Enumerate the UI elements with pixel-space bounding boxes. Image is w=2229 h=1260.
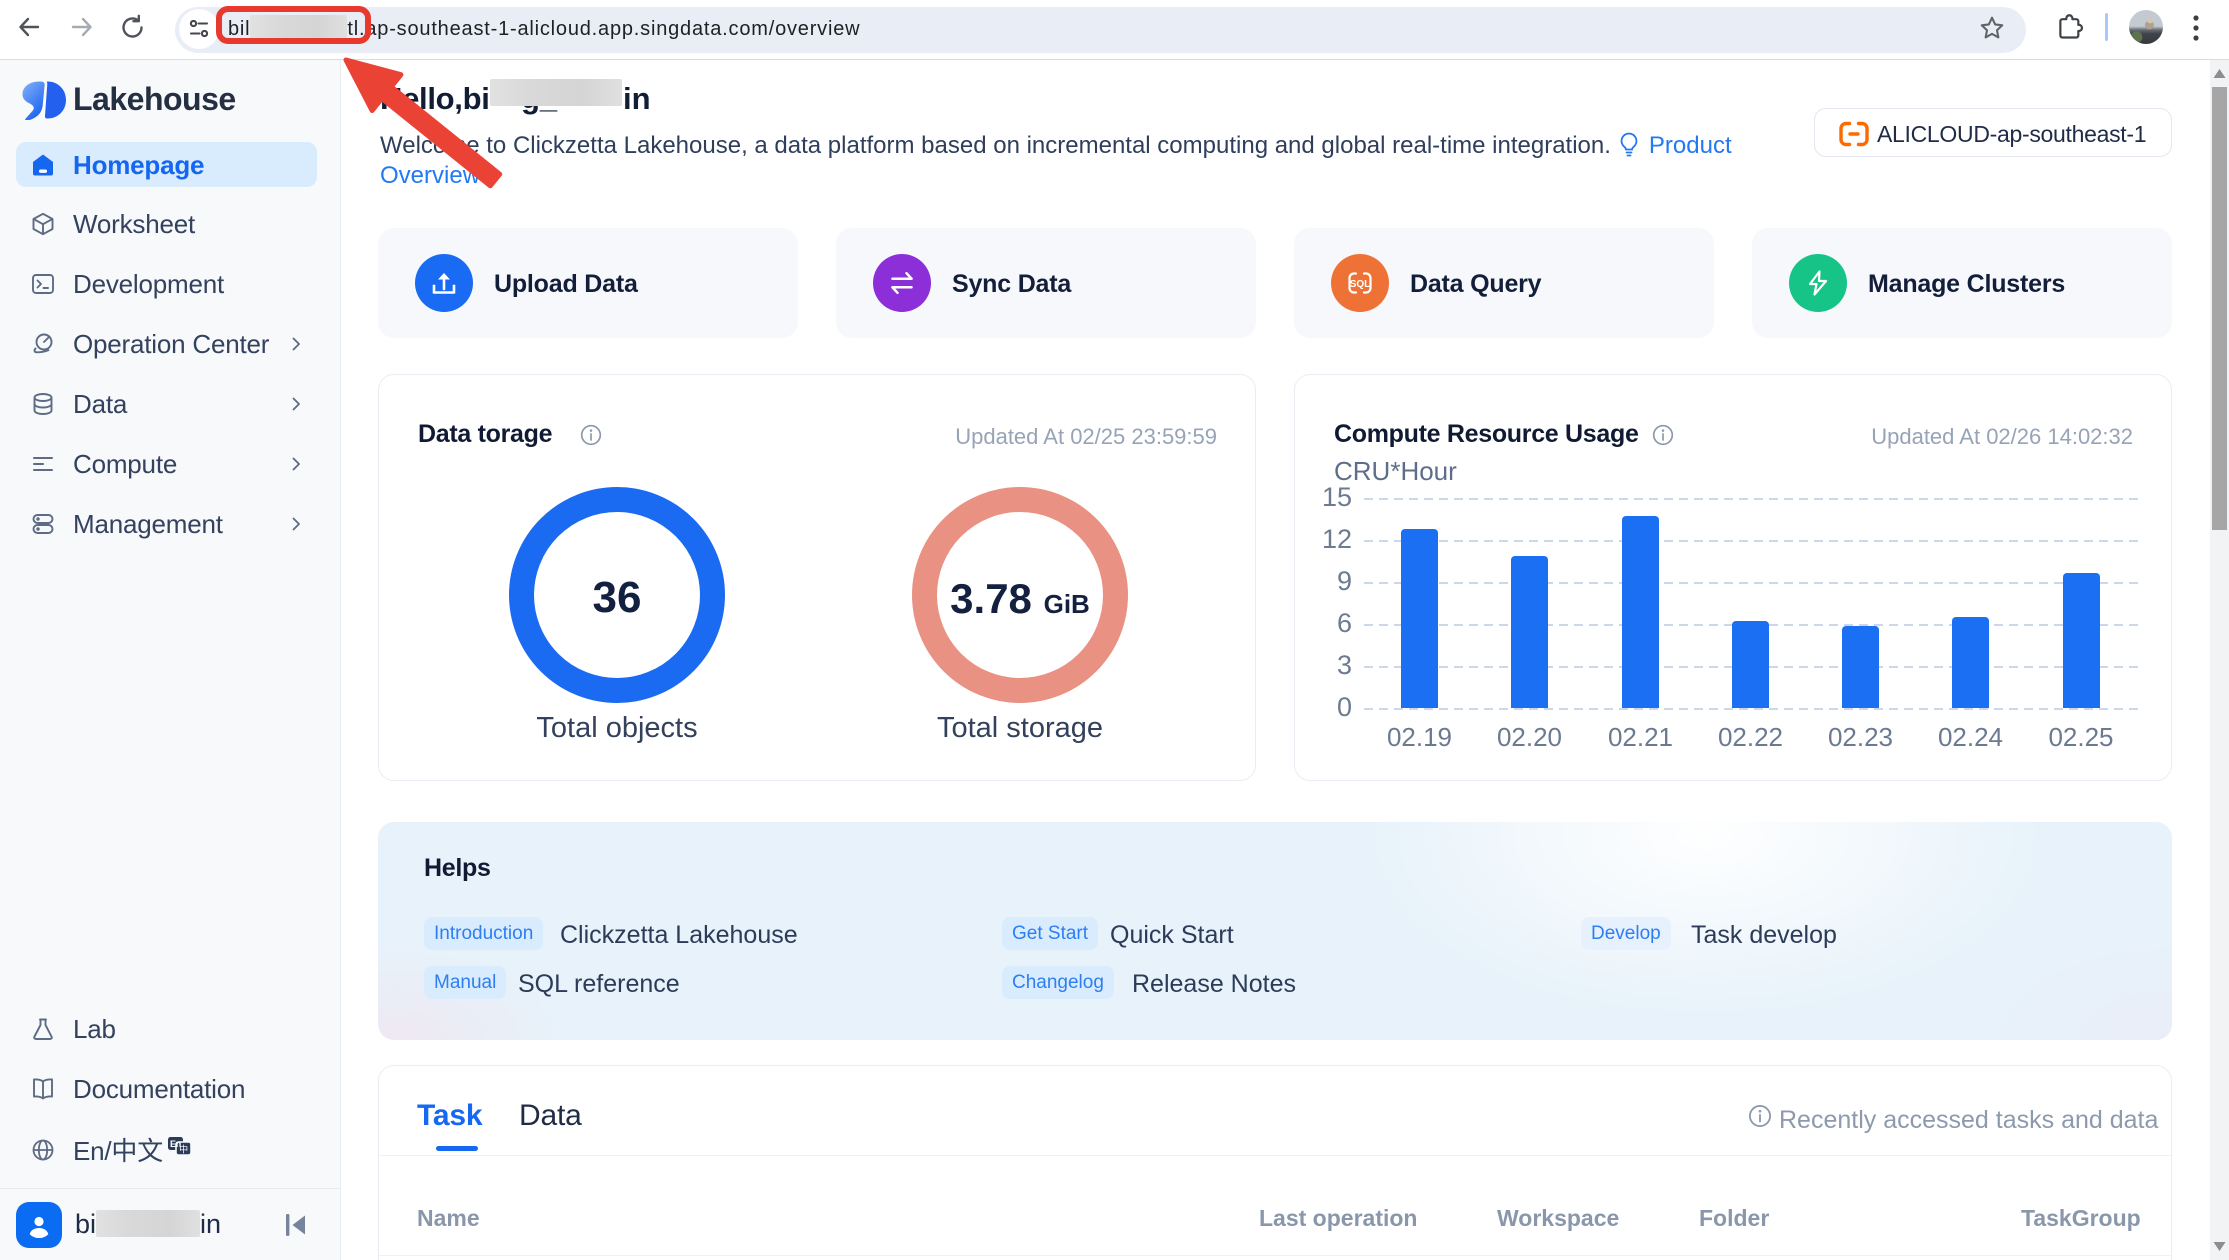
svg-text:En: En — [170, 1139, 181, 1149]
svg-text:中: 中 — [179, 1144, 188, 1155]
svg-text:SQL: SQL — [1350, 279, 1371, 290]
